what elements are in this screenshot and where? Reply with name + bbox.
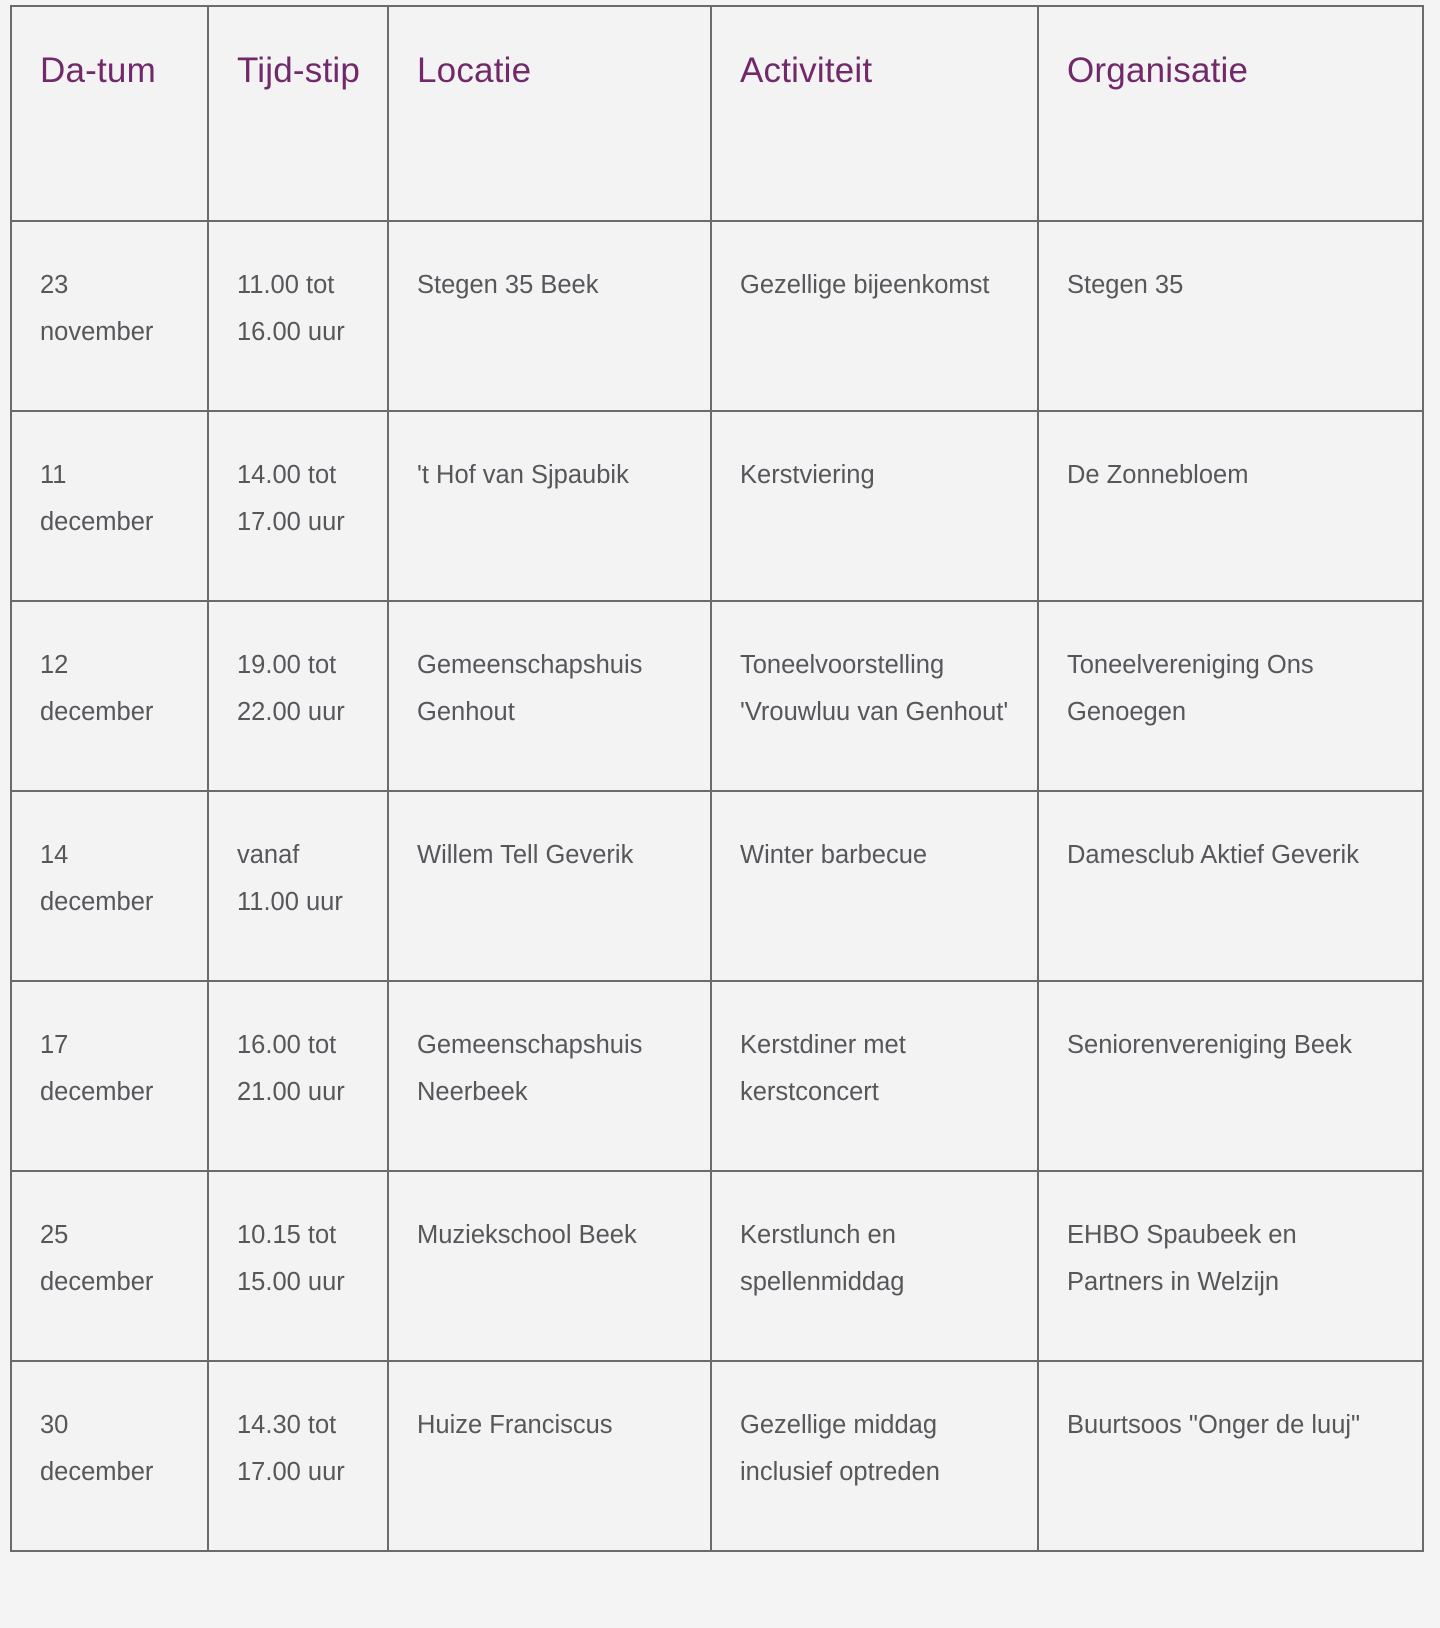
table-row: 12 december 19.00 tot 22.00 uur Gemeensc… (10, 600, 1424, 792)
cell-locatie: 't Hof van Sjpaubik (387, 410, 712, 602)
cell-tijdstip: 14.30 tot 17.00 uur (207, 1360, 389, 1552)
cell-activiteit-text: Winter barbecue (740, 841, 928, 869)
cell-organisatie: EHBO Spaubeek en Partners in Welzijn (1037, 1170, 1424, 1362)
cell-datum-text: 14 december (40, 841, 154, 916)
cell-datum: 23 november (10, 220, 209, 412)
cell-locatie: Huize Franciscus (387, 1360, 712, 1552)
table-row: 23 november 11.00 tot 16.00 uur Stegen 3… (10, 220, 1424, 412)
table-row: 30 december 14.30 tot 17.00 uur Huize Fr… (10, 1360, 1424, 1552)
cell-organisatie-text: EHBO Spaubeek en Partners in Welzijn (1067, 1221, 1297, 1296)
cell-organisatie-text: Stegen 35 (1067, 271, 1184, 299)
cell-organisatie: Damesclub Aktief Geverik (1037, 790, 1424, 982)
cell-activiteit: Kerstdiner met kerstconcert (710, 980, 1039, 1172)
cell-locatie-text: 't Hof van Sjpaubik (417, 461, 629, 489)
cell-datum-text: 23 november (40, 271, 154, 346)
cell-datum-text: 30 december (40, 1411, 154, 1486)
cell-organisatie: Stegen 35 (1037, 220, 1424, 412)
cell-tijdstip-text: 14.30 tot 17.00 uur (237, 1411, 345, 1486)
cell-organisatie-text: Damesclub Aktief Geverik (1067, 841, 1359, 869)
cell-datum-text: 25 december (40, 1221, 154, 1296)
cell-tijdstip-text: 19.00 tot 22.00 uur (237, 651, 345, 726)
cell-locatie-text: Muziekschool Beek (417, 1221, 637, 1249)
cell-tijdstip-text: 11.00 tot 16.00 uur (237, 271, 345, 346)
cell-activiteit: Toneelvoorstelling 'Vrouwluu van Genhout… (710, 600, 1039, 792)
cell-organisatie-text: Buurtsoos "Onger de luuj" (1067, 1411, 1361, 1439)
cell-datum-text: 12 december (40, 651, 154, 726)
table-row: 17 december 16.00 tot 21.00 uur Gemeensc… (10, 980, 1424, 1172)
cell-activiteit-text: Kerstviering (740, 461, 875, 489)
cell-activiteit-text: Gezellige middag inclusief optreden (740, 1411, 940, 1486)
cell-datum: 25 december (10, 1170, 209, 1362)
cell-locatie-text: Stegen 35 Beek (417, 271, 599, 299)
cell-organisatie-text: Toneelvereniging Ons Genoegen (1067, 651, 1314, 726)
cell-locatie: Stegen 35 Beek (387, 220, 712, 412)
column-header-tijdstip: Tijd-stip (207, 5, 389, 222)
cell-activiteit-text: Kerstlunch en spellenmiddag (740, 1221, 905, 1296)
cell-locatie: Gemeenschapshuis Genhout (387, 600, 712, 792)
cell-activiteit-text: Toneelvoorstelling 'Vrouwluu van Genhout… (740, 651, 1009, 726)
cell-activiteit-text: Kerstdiner met kerstconcert (740, 1031, 906, 1106)
cell-activiteit: Winter barbecue (710, 790, 1039, 982)
column-header-activiteit: Activiteit (710, 5, 1039, 222)
cell-locatie-text: Willem Tell Geverik (417, 841, 634, 869)
cell-datum-text: 17 december (40, 1031, 154, 1106)
table-header-row: Da-tum Tijd-stip Locatie Activiteit Orga… (10, 5, 1424, 222)
column-header-datum-label: Da-tum (40, 51, 156, 90)
activities-table: Da-tum Tijd-stip Locatie Activiteit Orga… (10, 5, 1424, 1552)
cell-datum: 11 december (10, 410, 209, 602)
table-header: Da-tum Tijd-stip Locatie Activiteit Orga… (10, 5, 1424, 222)
cell-tijdstip-text: 10.15 tot 15.00 uur (237, 1221, 345, 1296)
column-header-locatie: Locatie (387, 5, 712, 222)
table-row: 14 december vanaf 11.00 uur Willem Tell … (10, 790, 1424, 982)
cell-tijdstip-text: vanaf 11.00 uur (237, 841, 343, 916)
cell-tijdstip: 11.00 tot 16.00 uur (207, 220, 389, 412)
cell-organisatie: De Zonnebloem (1037, 410, 1424, 602)
cell-datum: 12 december (10, 600, 209, 792)
cell-locatie: Muziekschool Beek (387, 1170, 712, 1362)
cell-datum: 30 december (10, 1360, 209, 1552)
cell-locatie-text: Gemeenschapshuis Genhout (417, 651, 643, 726)
column-header-activiteit-label: Activiteit (740, 51, 873, 90)
cell-tijdstip: 16.00 tot 21.00 uur (207, 980, 389, 1172)
column-header-datum: Da-tum (10, 5, 209, 222)
cell-locatie: Willem Tell Geverik (387, 790, 712, 982)
cell-organisatie-text: De Zonnebloem (1067, 461, 1249, 489)
cell-locatie-text: Gemeenschapshuis Neerbeek (417, 1031, 643, 1106)
table-body: 23 november 11.00 tot 16.00 uur Stegen 3… (10, 220, 1424, 1552)
column-header-organisatie-label: Organisatie (1067, 51, 1249, 90)
cell-locatie: Gemeenschapshuis Neerbeek (387, 980, 712, 1172)
cell-tijdstip: vanaf 11.00 uur (207, 790, 389, 982)
column-header-tijdstip-label: Tijd-stip (237, 51, 361, 90)
cell-locatie-text: Huize Franciscus (417, 1411, 613, 1439)
cell-tijdstip-text: 16.00 tot 21.00 uur (237, 1031, 345, 1106)
cell-activiteit: Gezellige middag inclusief optreden (710, 1360, 1039, 1552)
cell-datum: 17 december (10, 980, 209, 1172)
cell-organisatie: Buurtsoos "Onger de luuj" (1037, 1360, 1424, 1552)
cell-datum-text: 11 december (40, 461, 154, 536)
cell-datum: 14 december (10, 790, 209, 982)
column-header-organisatie: Organisatie (1037, 5, 1424, 222)
cell-tijdstip: 10.15 tot 15.00 uur (207, 1170, 389, 1362)
table-row: 11 december 14.00 tot 17.00 uur 't Hof v… (10, 410, 1424, 602)
column-header-locatie-label: Locatie (417, 51, 532, 90)
cell-activiteit: Gezellige bijeenkomst (710, 220, 1039, 412)
cell-tijdstip-text: 14.00 tot 17.00 uur (237, 461, 345, 536)
cell-activiteit-text: Gezellige bijeenkomst (740, 271, 990, 299)
cell-tijdstip: 19.00 tot 22.00 uur (207, 600, 389, 792)
cell-organisatie: Seniorenvereniging Beek (1037, 980, 1424, 1172)
cell-activiteit: Kerstlunch en spellenmiddag (710, 1170, 1039, 1362)
cell-activiteit: Kerstviering (710, 410, 1039, 602)
table-row: 25 december 10.15 tot 15.00 uur Muzieksc… (10, 1170, 1424, 1362)
cell-organisatie: Toneelvereniging Ons Genoegen (1037, 600, 1424, 792)
cell-organisatie-text: Seniorenvereniging Beek (1067, 1031, 1352, 1059)
cell-tijdstip: 14.00 tot 17.00 uur (207, 410, 389, 602)
